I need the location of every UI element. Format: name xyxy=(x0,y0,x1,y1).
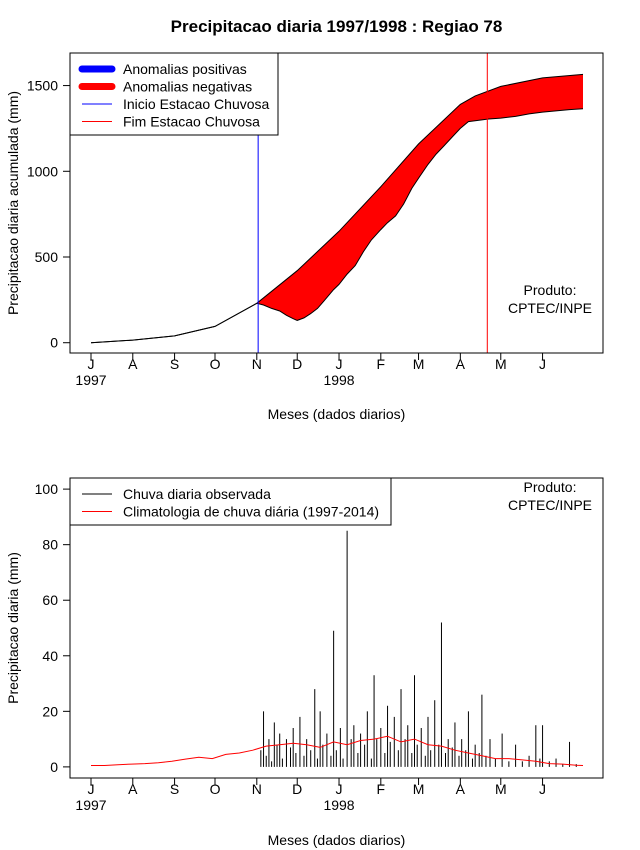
chart1-month-label: A xyxy=(128,781,138,797)
negative-anomaly-area xyxy=(91,74,583,343)
chart1-y-tick-label: 20 xyxy=(42,703,58,719)
chart1-month-label: J xyxy=(336,781,343,797)
chart1-month-label: M xyxy=(413,781,425,797)
chart0-month-label: F xyxy=(377,356,386,372)
chart0-annotation-line: CPTEC/INPE xyxy=(508,300,592,316)
chart1-legend-label: Climatologia de chuva diária (1997-2014) xyxy=(123,504,379,520)
chart1-legend-box xyxy=(69,477,392,526)
chart1-month-label: A xyxy=(456,781,466,797)
chart1-month-label: O xyxy=(210,781,221,797)
climatology-daily-line xyxy=(91,735,584,766)
chart0-plot-frame xyxy=(69,52,604,354)
chart1-annotation-line: CPTEC/INPE xyxy=(508,497,592,513)
chart0-y-tick-label: 500 xyxy=(35,249,59,265)
chart0-x-axis-label: Meses (dados diarios) xyxy=(268,406,406,422)
chart1-year-label: 1998 xyxy=(323,797,354,813)
chart0-month-label: O xyxy=(210,356,221,372)
chart1-month-label: S xyxy=(170,781,179,797)
chart1-month-label: J xyxy=(539,781,546,797)
chart0-year-label: 1998 xyxy=(323,372,354,388)
chart0-title: Precipitacao diaria 1997/1998 : Regiao 7… xyxy=(171,17,503,36)
chart1-y-tick-label: 0 xyxy=(50,759,58,775)
chart0-y-tick-label: 0 xyxy=(50,335,58,351)
observed-cumulative-line xyxy=(90,108,584,344)
chart0-y-tick-label: 1000 xyxy=(27,163,58,179)
chart0-legend-label: Fim Estacao Chuvosa xyxy=(123,114,260,130)
chart0-year-label: 1997 xyxy=(75,372,106,388)
chart0-y-tick-label: 1500 xyxy=(27,78,58,94)
chart1-y-tick-label: 60 xyxy=(42,592,58,608)
chart0-month-label: J xyxy=(88,356,95,372)
chart0-y-axis-label: Precipitacao diaria acumulada (mm) xyxy=(5,91,21,315)
chart0-month-label: D xyxy=(292,356,302,372)
chart0-legend-label: Anomalias positivas xyxy=(123,61,247,77)
chart1-month-label: M xyxy=(495,781,507,797)
chart0-month-label: M xyxy=(495,356,507,372)
chart1-legend-label: Chuva diaria observada xyxy=(123,486,271,502)
chart1-y-tick-label: 40 xyxy=(42,648,58,664)
chart0-month-label: N xyxy=(252,356,262,372)
chart0-month-label: M xyxy=(413,356,425,372)
chart0-legend-label: Inicio Estacao Chuvosa xyxy=(123,96,270,112)
chart1-year-label: 1997 xyxy=(75,797,106,813)
chart0-month-label: A xyxy=(456,356,466,372)
chart1-month-label: N xyxy=(252,781,262,797)
chart1-month-label: D xyxy=(292,781,302,797)
chart0-month-label: S xyxy=(170,356,179,372)
chart1-annotation-line: Produto: xyxy=(524,479,577,495)
chart0-month-label: A xyxy=(128,356,138,372)
chart0-month-label: J xyxy=(539,356,546,372)
chart1-y-tick-label: 100 xyxy=(35,481,59,497)
chart1-month-label: F xyxy=(377,781,386,797)
chart1-y-axis-label: Precipitacao diaria (mm) xyxy=(5,552,21,704)
chart1-x-axis-label: Meses (dados diarios) xyxy=(268,832,406,848)
chart1-month-label: J xyxy=(88,781,95,797)
chart0-legend-label: Anomalias negativas xyxy=(123,79,252,95)
chart0-annotation-line: Produto: xyxy=(524,282,577,298)
chart0-month-label: J xyxy=(336,356,343,372)
chart1-y-tick-label: 80 xyxy=(42,537,58,553)
